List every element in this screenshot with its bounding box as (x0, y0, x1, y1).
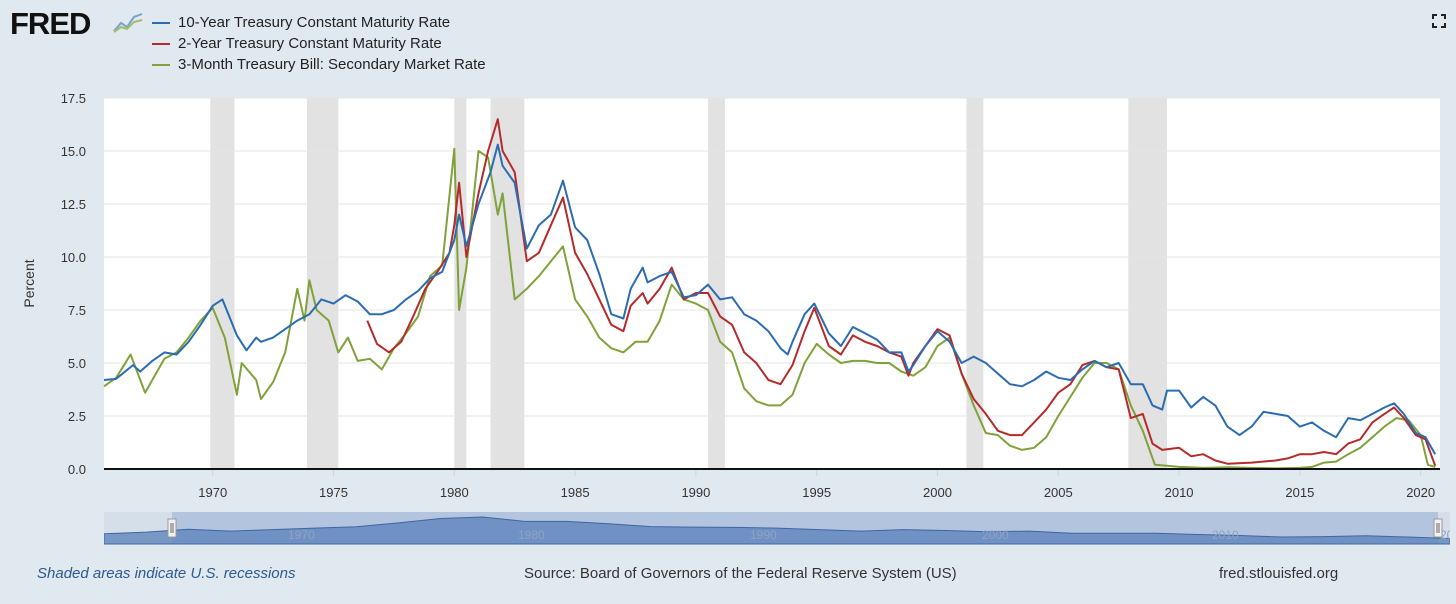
y-tick-label: 10.0 (61, 250, 86, 265)
fred-logo[interactable]: FRED (10, 6, 91, 41)
legend-item-3-month[interactable]: 3-Month Treasury Bill: Secondary Market … (152, 54, 486, 75)
recession-band (1128, 98, 1168, 469)
series-line (103, 143, 1437, 455)
recession-note: Shaded areas indicate U.S. recessions (37, 565, 296, 582)
recession-band (707, 98, 725, 469)
plot-area (104, 98, 1440, 469)
chart-logo-icon (113, 11, 143, 33)
y-tick-label: 0.0 (68, 462, 86, 477)
line-chart: 0.0 2.5 5.0 7.5 10.0 12.5 15.0 17.5 1970 1975 1980… (21, 91, 1440, 500)
legend-label: 2-Year Treasury Constant Maturity Rate (178, 35, 442, 52)
y-tick-label: 12.5 (61, 197, 86, 212)
y-tick-label: 2.5 (68, 409, 86, 424)
legend-label: 3-Month Treasury Bill: Secondary Market … (178, 56, 486, 73)
recession-band (210, 98, 235, 469)
y-tick-label: 5.0 (68, 356, 86, 371)
y-tick-label: 7.5 (68, 303, 86, 318)
x-tick-label: 1985 (561, 485, 590, 500)
navigator-label: 1970 (288, 528, 315, 542)
chart-legend: 10-Year Treasury Constant Maturity Rate … (152, 12, 486, 75)
navigator-area (104, 516, 1450, 545)
legend-item-2-year[interactable]: 2-Year Treasury Constant Maturity Rate (152, 33, 486, 54)
y-tick-label: 15.0 (61, 144, 86, 159)
legend-swatch (152, 21, 170, 24)
navigator-right-handle[interactable] (1433, 518, 1443, 538)
navigator-label: 1990 (750, 528, 777, 542)
legend-item-10-year[interactable]: 10-Year Treasury Constant Maturity Rate (152, 12, 486, 33)
navigator-left-handle[interactable] (167, 518, 177, 538)
x-tick-label: 1970 (198, 485, 227, 500)
x-tick-label: 2005 (1044, 485, 1073, 500)
y-axis-label: Percent (21, 259, 37, 307)
x-tick-label: 2015 (1285, 485, 1314, 500)
legend-swatch (152, 63, 170, 66)
x-tick-label: 2020 (1406, 485, 1435, 500)
fred-link[interactable]: fred.stlouisfed.org (1219, 565, 1339, 582)
recession-band (966, 98, 984, 469)
x-tick-label: 1990 (681, 485, 710, 500)
x-tick-label: 1980 (440, 485, 469, 500)
recession-band (306, 98, 339, 469)
fullscreen-icon[interactable] (1432, 14, 1446, 28)
navigator-label: 2010 (1212, 528, 1239, 542)
navigator-label: 1980 (518, 528, 545, 542)
series-line (103, 147, 1436, 470)
navigator-label: 20 (1440, 528, 1450, 542)
navigator-label: 2000 (982, 528, 1009, 542)
source-text: Source: Board of Governors of the Federa… (524, 565, 957, 582)
x-tick-label: 2010 (1165, 485, 1194, 500)
x-tick-label: 1975 (319, 485, 348, 500)
y-tick-label: 17.5 (61, 91, 86, 106)
range-navigator[interactable]: 1970 1980 1990 2000 2010 20 (104, 512, 1450, 546)
x-tick-label: 2000 (923, 485, 952, 500)
x-tick-label: 1995 (802, 485, 831, 500)
legend-swatch (152, 42, 170, 45)
legend-label: 10-Year Treasury Constant Maturity Rate (178, 14, 451, 31)
